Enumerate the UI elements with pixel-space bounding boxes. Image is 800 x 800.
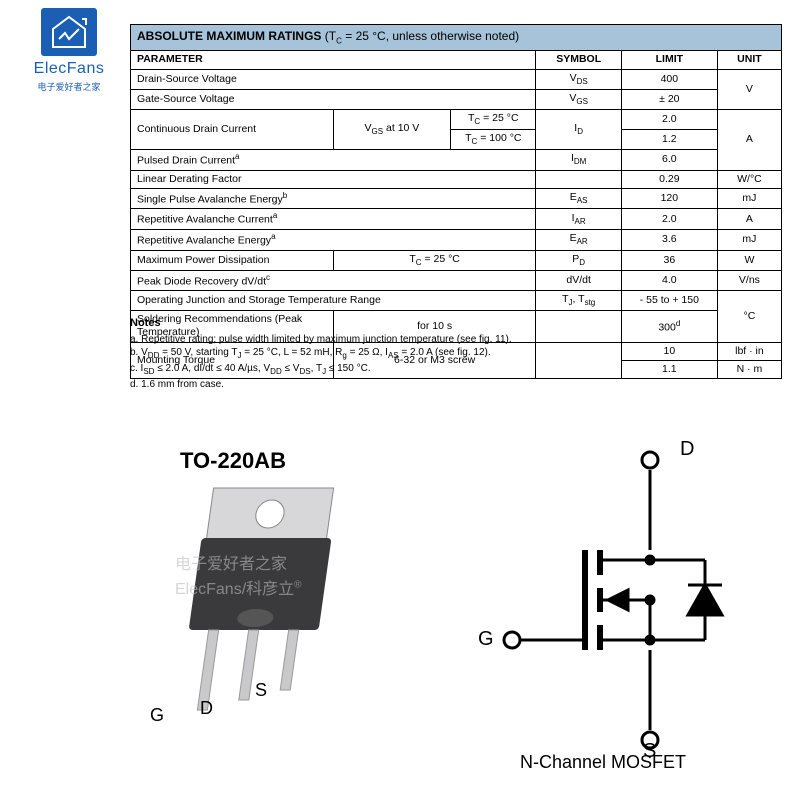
table-row: Linear Derating Factor 0.29 W/°C <box>131 170 782 188</box>
table-title-cell: ABSOLUTE MAXIMUM RATINGS (TC = 25 °C, un… <box>131 25 782 51</box>
table-row: Peak Diode Recovery dV/dtc dV/dt 4.0 V/n… <box>131 270 782 291</box>
table-row: Maximum Power Dissipation TC = 25 °C PD … <box>131 250 782 270</box>
pin-g-label: G <box>150 705 164 726</box>
col-parameter: PARAMETER <box>131 51 536 69</box>
logo: ElecFans 电子爱好者之家 <box>14 8 124 93</box>
pin-d-label: D <box>200 698 213 719</box>
notes-heading: Notes <box>130 316 776 331</box>
logo-text: ElecFans <box>14 60 124 78</box>
schematic-g-label: G <box>478 628 494 651</box>
table-header-row: PARAMETER SYMBOL LIMIT UNIT <box>131 51 782 69</box>
note-b: b. VDD = 50 V, starting TJ = 25 °C, L = … <box>130 346 776 362</box>
table-row: Repetitive Avalanche Currenta IAR 2.0 A <box>131 209 782 230</box>
note-d: d. 1.6 mm from case. <box>130 378 776 392</box>
notes: Notes a. Repetitive rating; pulse width … <box>130 316 776 391</box>
schematic-d-label: D <box>680 438 694 461</box>
table-row: Operating Junction and Storage Temperatu… <box>131 291 782 311</box>
table-title: ABSOLUTE MAXIMUM RATINGS <box>137 29 321 43</box>
table-row: Pulsed Drain Currenta IDM 6.0 <box>131 149 782 170</box>
table-row: Repetitive Avalanche Energya EAR 3.6 mJ <box>131 229 782 250</box>
col-symbol: SYMBOL <box>536 51 621 69</box>
logo-sub: 电子爱好者之家 <box>14 80 124 93</box>
package-label: TO-220AB <box>180 448 286 474</box>
note-a: a. Repetitive rating; pulse width limite… <box>130 333 776 347</box>
table-row: Continuous Drain Current VGS at 10 V TC … <box>131 109 782 129</box>
logo-icon <box>41 8 97 56</box>
table-row: Drain-Source Voltage VDS 400 V <box>131 69 782 89</box>
table-row: Single Pulse Avalanche Energyb EAS 120 m… <box>131 188 782 209</box>
table-row: Gate-Source Voltage VGS ± 20 <box>131 89 782 109</box>
col-unit: UNIT <box>717 51 781 69</box>
pin-s-label: S <box>255 680 267 701</box>
col-limit: LIMIT <box>621 51 717 69</box>
mosfet-schematic <box>490 440 750 760</box>
note-c: c. ISD ≤ 2.0 A, dI/dt ≤ 40 A/µs, VDD ≤ V… <box>130 362 776 378</box>
schematic-title: N-Channel MOSFET <box>520 752 686 773</box>
